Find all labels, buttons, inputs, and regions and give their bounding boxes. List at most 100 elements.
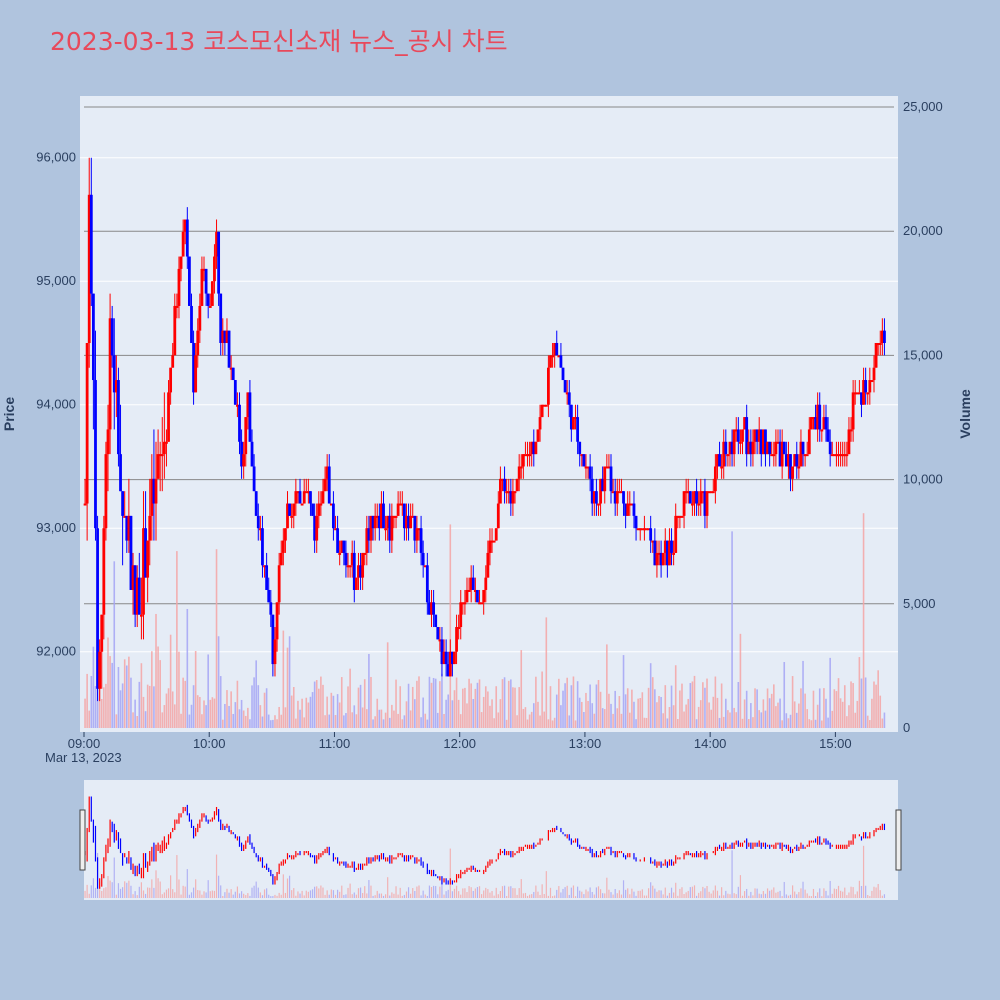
candle-body	[809, 417, 813, 430]
mini-volume-bar	[209, 891, 211, 898]
mini-volume-bar	[103, 888, 105, 898]
volume-bar	[153, 686, 155, 728]
volume-bar	[453, 690, 456, 728]
mini-volume-bar	[403, 894, 405, 898]
volume-bar	[336, 694, 339, 728]
candle-body	[133, 565, 137, 615]
candle-body	[519, 466, 523, 469]
volume-bar	[781, 720, 783, 728]
mini-volume-bar	[437, 894, 439, 898]
candle-body	[701, 491, 705, 494]
mini-volume-bar	[748, 895, 750, 898]
volume-bar	[752, 717, 754, 728]
mini-volume-bar	[349, 883, 351, 898]
mini-volume-bar	[389, 895, 391, 898]
mini-volume-bar	[698, 892, 700, 898]
volume-bar	[265, 688, 268, 728]
mini-volume-bar	[170, 875, 172, 898]
chart-title: 2023-03-13 코스모신소재 뉴스_공시 차트	[50, 27, 508, 56]
volume-bar	[305, 697, 308, 728]
volume-bar	[378, 709, 381, 728]
mini-volume-bar	[812, 888, 815, 898]
mini-volume-bar	[566, 885, 568, 898]
volume-bar	[307, 702, 310, 728]
candle-body	[645, 528, 648, 531]
volume-bar	[376, 698, 379, 728]
candle-body	[162, 441, 166, 455]
mini-volume-bar	[180, 894, 182, 898]
volume-bar	[426, 719, 429, 728]
mini-volume-bar	[647, 888, 650, 898]
candle-body	[338, 552, 342, 555]
candle-body	[870, 380, 874, 383]
mini-volume-bar	[261, 895, 264, 898]
volume-bar	[637, 698, 639, 728]
mini-volume-bar	[422, 890, 424, 898]
mini-volume-bar	[481, 894, 483, 898]
mini-volume-bar	[195, 879, 197, 898]
mini-volume-bar	[343, 894, 345, 898]
volume-bar	[472, 698, 475, 728]
candle-body	[139, 614, 143, 617]
volume-bar	[403, 715, 406, 728]
mini-volume-bar	[764, 893, 767, 898]
volume-bar	[121, 683, 124, 728]
volume-bar	[86, 673, 88, 728]
mini-volume-bar	[466, 892, 468, 898]
mini-volume-bar	[368, 880, 370, 898]
volume-bar	[741, 718, 744, 728]
candle-body	[753, 429, 757, 442]
mini-volume-bar	[610, 892, 612, 898]
candle-body	[622, 491, 625, 504]
candle-body	[419, 528, 423, 553]
mini-volume-bar	[211, 890, 213, 898]
mini-volume-bar	[760, 894, 762, 898]
mini-volume-bar	[842, 891, 844, 898]
mini-volume-bar	[455, 885, 458, 898]
candle-body	[490, 540, 494, 543]
range-slider-left-handle[interactable]	[79, 809, 86, 871]
mini-volume-bar	[311, 889, 314, 898]
mini-volume-bar	[399, 887, 401, 898]
candle-body	[225, 330, 229, 343]
volume-bar	[144, 711, 147, 728]
candle-body	[334, 528, 337, 531]
mini-volume-bar	[635, 895, 637, 898]
mini-volume-bar	[124, 881, 126, 898]
volume-bar	[230, 691, 232, 728]
mini-volume-bar	[558, 886, 560, 898]
candle-body	[835, 454, 838, 457]
mini-volume-bar	[462, 888, 464, 898]
volume-bar	[90, 675, 93, 728]
volume-bar	[762, 699, 765, 728]
candle-body	[755, 429, 759, 442]
mini-volume-bar	[574, 896, 577, 898]
volume-bar	[113, 561, 116, 728]
volume-bar	[411, 686, 414, 728]
price-axis-title: Price	[1, 397, 17, 431]
volume-bar	[660, 696, 662, 728]
mini-volume-bar	[167, 888, 170, 898]
volume-bar	[363, 679, 366, 728]
candle-body	[716, 454, 719, 467]
range-slider-right-handle[interactable]	[895, 809, 902, 871]
candle-body	[592, 491, 596, 504]
volume-bar	[670, 685, 673, 728]
candle-body	[348, 565, 352, 568]
volume-bar	[125, 665, 128, 728]
candle-body	[521, 454, 525, 467]
candle-body	[567, 392, 571, 405]
mini-volume-bar	[752, 895, 754, 898]
volume-bar	[345, 713, 347, 728]
mini-volume-bar	[881, 895, 883, 898]
mini-volume-bar	[119, 888, 122, 898]
candle-body	[137, 577, 141, 615]
volume-bar	[518, 687, 520, 728]
mini-volume-bar	[543, 894, 545, 898]
candle-body	[284, 528, 287, 541]
candle-body	[705, 491, 709, 516]
candle-body	[538, 417, 542, 430]
mini-volume-bar	[138, 886, 140, 898]
volume-bar	[163, 705, 166, 728]
volume-bar	[672, 705, 675, 728]
